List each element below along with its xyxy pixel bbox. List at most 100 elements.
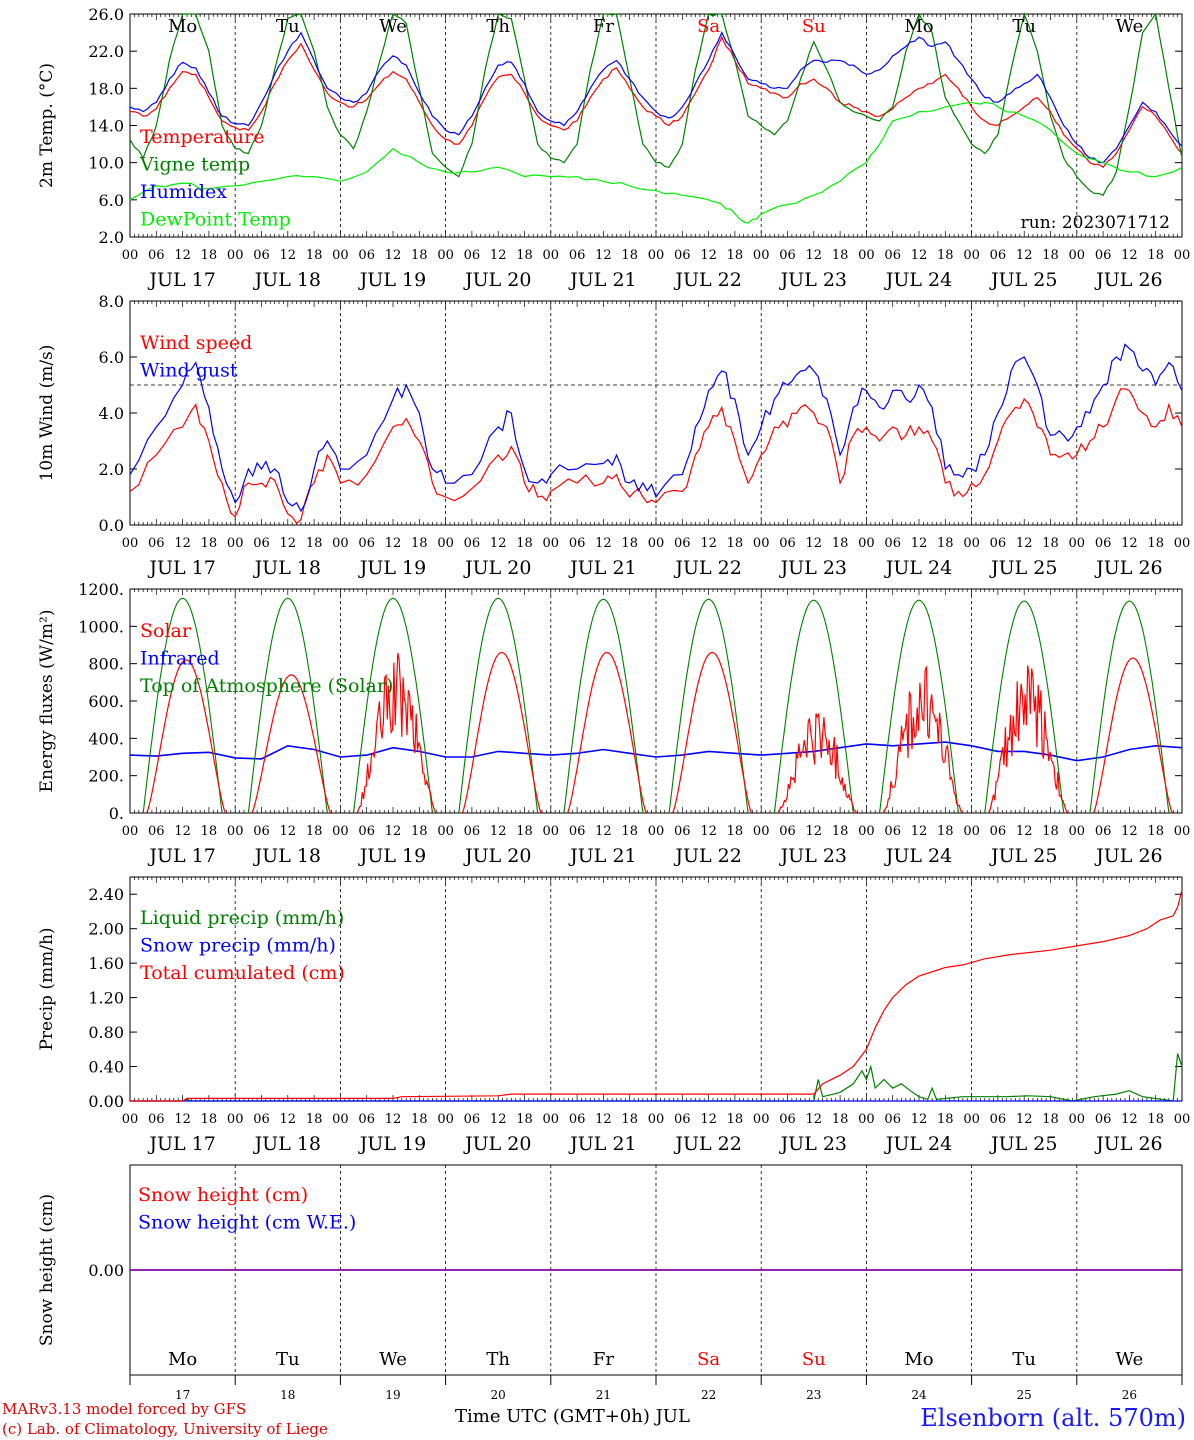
hour-label: 00: [858, 536, 875, 551]
hour-label: 18: [1042, 1112, 1059, 1127]
series-solar-day: [777, 712, 858, 814]
y-tick-label: 0.40: [88, 1058, 124, 1077]
series-liquid-precip-mm-h: [130, 1053, 1183, 1102]
hour-label: 00: [858, 1112, 875, 1127]
legend-entry: Snow height (cm W.E.): [138, 1212, 356, 1234]
date-label: JUL 17: [147, 269, 215, 291]
hour-label: 18: [621, 1112, 638, 1127]
hour-label: 12: [280, 824, 297, 839]
series-solar-day: [461, 651, 542, 814]
y-tick-label: 18.0: [88, 79, 124, 98]
hour-label: 18: [832, 248, 849, 263]
y-tick-label: 6.0: [99, 191, 124, 210]
date-label: JUL 20: [463, 269, 531, 291]
date-label: JUL 20: [463, 557, 531, 579]
y-tick-label: 14.0: [88, 117, 124, 136]
hour-label: 18: [411, 536, 428, 551]
hour-label: 06: [674, 1112, 691, 1127]
series-solar-day: [356, 652, 437, 814]
hour-label: 00: [1069, 536, 1086, 551]
hour-label: 18: [516, 1112, 533, 1127]
date-label: JUL 26: [1094, 845, 1162, 867]
legend-entry: Snow height (cm): [138, 1184, 308, 1206]
hour-label: 06: [674, 536, 691, 551]
date-label: JUL 25: [989, 269, 1057, 291]
hour-label: 00: [1174, 1112, 1191, 1127]
weekday-label: Mo: [904, 1349, 933, 1370]
hour-label: 18: [1147, 536, 1164, 551]
panel-frame: [129, 588, 1183, 814]
y-axis-label: 10m Wind (m/s): [37, 345, 57, 482]
hour-label: 00: [858, 824, 875, 839]
hour-label: 12: [700, 536, 717, 551]
hour-label: 00: [963, 824, 980, 839]
weekday-label: Mo: [168, 16, 197, 37]
weekday-label: We: [1116, 16, 1144, 37]
y-tick-label: 1.60: [88, 954, 124, 973]
hour-label: 12: [595, 536, 612, 551]
hour-label: 06: [358, 248, 375, 263]
hour-label: 06: [884, 824, 901, 839]
date-label: JUL 25: [989, 845, 1057, 867]
series-toa-solar-day: [1089, 600, 1170, 814]
hour-label: 12: [911, 824, 928, 839]
hour-label: 00: [122, 1112, 139, 1127]
y-axis-label: Precip (mm/h): [37, 927, 57, 1050]
hour-label: 00: [648, 1112, 665, 1127]
date-label: JUL 19: [358, 269, 426, 291]
y-tick-label: 1200.: [78, 580, 124, 599]
hour-label: 06: [569, 1112, 586, 1127]
series-solar-day: [566, 651, 647, 814]
legend-entry: Temperature: [140, 126, 264, 148]
hour-label: 12: [595, 824, 612, 839]
hour-label: 12: [1016, 824, 1033, 839]
hour-label: 12: [385, 248, 402, 263]
run-annotation: run: 2023071712: [1021, 213, 1170, 233]
hour-label: 12: [806, 536, 823, 551]
hour-label: 12: [911, 248, 928, 263]
hour-label: 06: [253, 1112, 270, 1127]
legend-entry: Infrared: [140, 648, 220, 670]
hour-label: 12: [174, 536, 191, 551]
hour-label: 00: [753, 536, 770, 551]
series-temperature: [129, 35, 1183, 169]
hour-label: 00: [332, 1112, 349, 1127]
hour-label: 12: [911, 1112, 928, 1127]
hour-label: 00: [858, 248, 875, 263]
legend-entry: Solar: [140, 620, 192, 642]
hour-label: 12: [700, 1112, 717, 1127]
hour-label: 12: [385, 824, 402, 839]
hour-label: 18: [832, 536, 849, 551]
hour-label: 06: [253, 536, 270, 551]
date-label: JUL 26: [1094, 269, 1162, 291]
hour-label: 00: [648, 824, 665, 839]
hour-label: 00: [1174, 824, 1191, 839]
hour-label: 00: [437, 248, 454, 263]
hour-label: 18: [727, 1112, 744, 1127]
hour-label: 00: [648, 248, 665, 263]
series-toa-solar-day: [773, 599, 854, 814]
panel-2: 0.0 2.0 4.0 6.0 8.0 10m Wind (m/s) Wind speed W…: [37, 292, 1190, 579]
hour-label: 18: [516, 536, 533, 551]
y-tick-label: 800.: [88, 655, 124, 674]
hour-label: 18: [832, 824, 849, 839]
weekday-label: Fr: [593, 16, 614, 37]
legend-entry: Snow precip (mm/h): [140, 935, 336, 957]
date-label: JUL 25: [989, 557, 1057, 579]
y-tick-label: 4.0: [99, 404, 124, 423]
hour-label: 12: [806, 1112, 823, 1127]
y-tick-label: 10.0: [88, 154, 124, 173]
hour-label: 00: [543, 536, 560, 551]
hour-label: 12: [385, 1112, 402, 1127]
hour-label: 00: [227, 824, 244, 839]
date-label: JUL 21: [568, 557, 636, 579]
hour-label: 00: [648, 536, 665, 551]
panel-frame: [129, 13, 1183, 238]
series-solar-day: [882, 666, 963, 814]
hour-label: 00: [437, 536, 454, 551]
weekday-label: Fr: [593, 1349, 614, 1370]
hour-label: 12: [700, 824, 717, 839]
y-tick-label: 0.0: [99, 516, 124, 535]
series-solar-day: [1092, 657, 1173, 814]
